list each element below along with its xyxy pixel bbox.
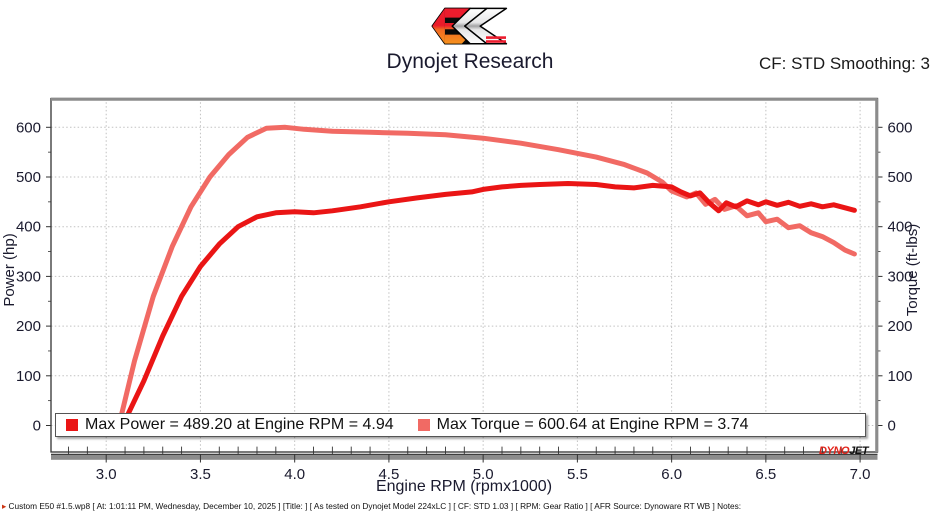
svg-text:100: 100 (16, 368, 41, 385)
svg-text:500: 500 (16, 169, 41, 186)
svg-text:Engine RPM (rpmx1000): Engine RPM (rpmx1000) (376, 478, 552, 495)
svg-text:100: 100 (888, 368, 913, 385)
svg-text:6.0: 6.0 (661, 466, 682, 483)
svg-text:4.0: 4.0 (284, 466, 305, 483)
svg-text:3.0: 3.0 (96, 466, 117, 483)
svg-text:6.5: 6.5 (755, 466, 776, 483)
svg-text:600: 600 (16, 119, 41, 136)
svg-text:Power (hp): Power (hp) (1, 233, 18, 306)
svg-text:Torque (ft-lbs): Torque (ft-lbs) (904, 224, 921, 317)
svg-text:0: 0 (888, 418, 896, 435)
svg-text:5.5: 5.5 (567, 466, 588, 483)
svg-text:0: 0 (33, 418, 41, 435)
svg-text:7.0: 7.0 (850, 466, 871, 483)
svg-text:400: 400 (16, 219, 41, 236)
svg-text:300: 300 (16, 268, 41, 285)
svg-text:500: 500 (888, 169, 913, 186)
svg-text:600: 600 (888, 119, 913, 136)
svg-text:3.5: 3.5 (190, 466, 211, 483)
svg-text:200: 200 (16, 318, 41, 335)
svg-text:200: 200 (888, 318, 913, 335)
